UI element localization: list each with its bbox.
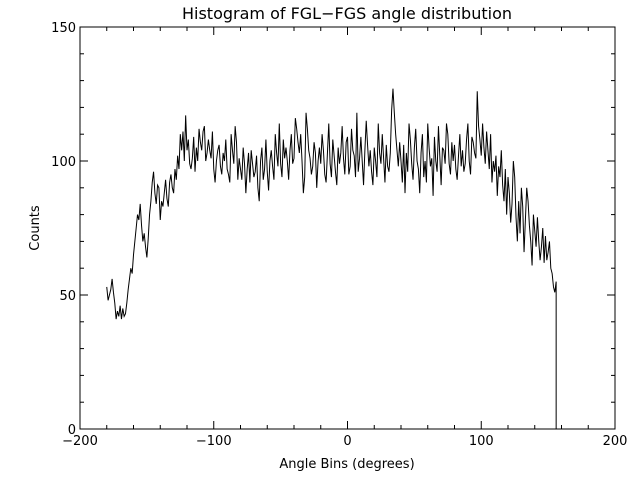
x-tick-label: 0 — [343, 434, 351, 449]
axes: −200 −100 0 100 200 0 50 100 150 — [51, 21, 627, 449]
x-tick-label: −100 — [196, 434, 232, 449]
series-layer — [106, 88, 557, 429]
x-tick-label: 100 — [469, 434, 494, 449]
y-axis-label: Counts — [28, 205, 43, 251]
y-tick-label: 100 — [51, 155, 76, 170]
x-tick-label: 200 — [603, 434, 628, 449]
y-tick-label: 50 — [59, 289, 76, 304]
y-tick-label: 150 — [51, 21, 76, 36]
series-line-counts — [106, 88, 557, 429]
chart-title: Histogram of FGL−FGS angle distribution — [182, 4, 512, 23]
x-tick-label: −200 — [62, 434, 98, 449]
x-axis-label: Angle Bins (degrees) — [279, 457, 414, 472]
y-tick-label: 0 — [68, 423, 76, 438]
